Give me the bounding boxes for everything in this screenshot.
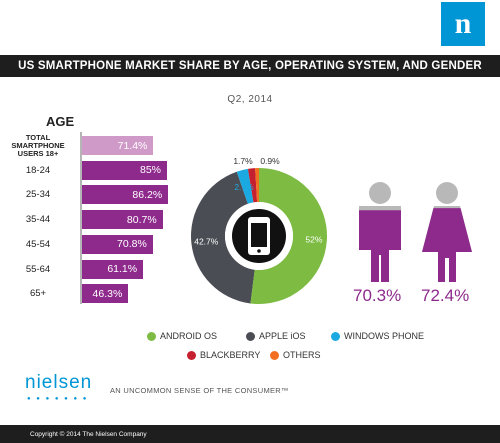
footer-copyright: Copyright © 2014 The Nielsen Company bbox=[0, 425, 500, 443]
age-bar: 71.4% bbox=[82, 136, 154, 155]
age-category-label: 55-64 bbox=[25, 263, 51, 275]
smartphone-icon bbox=[232, 209, 286, 263]
donut-slice-windows-phone bbox=[236, 168, 254, 204]
age-bar: 70.8% bbox=[82, 234, 153, 254]
legend-label: BLACKBERRY bbox=[200, 350, 261, 360]
donut-value-label: 0.9% bbox=[260, 156, 280, 166]
legend-item-others: OTHERS bbox=[270, 350, 321, 360]
male-percent-label: 70.3% bbox=[353, 286, 402, 305]
age-category-label: 35-44 bbox=[25, 214, 51, 226]
age-bar: 86.2% bbox=[82, 185, 169, 205]
legend-item-android: ANDROID OS bbox=[147, 331, 217, 341]
donut-slice-blackberry bbox=[247, 168, 258, 203]
age-bar-value: 86.2% bbox=[132, 188, 163, 201]
female-figure-icon bbox=[422, 182, 472, 282]
male-figure-icon bbox=[359, 182, 401, 282]
age-bar-value: 46.3% bbox=[92, 287, 123, 300]
android-swatch-icon bbox=[147, 331, 156, 341]
donut-slice-others bbox=[255, 168, 259, 203]
age-bar-value: 70.8% bbox=[117, 238, 147, 251]
age-bar: 80.7% bbox=[82, 210, 163, 230]
female-percent-label: 72.4% bbox=[421, 286, 470, 305]
age-bar-value: 80.7% bbox=[126, 213, 157, 226]
donut-slice-apple-ios bbox=[190, 171, 255, 304]
legend-label: APPLE iOS bbox=[259, 331, 306, 341]
blackberry-swatch-icon bbox=[187, 350, 196, 360]
age-category-label: 25-34 bbox=[25, 189, 51, 201]
legend-item-windows: WINDOWS PHONE bbox=[331, 331, 424, 341]
age-category-label: 45-54 bbox=[25, 238, 51, 250]
chart-title: US SMARTPHONE MARKET SHARE BY AGE, OPERA… bbox=[0, 55, 500, 77]
nielsen-logo-icon: n bbox=[441, 2, 485, 46]
donut-value-label: 1.7% bbox=[233, 156, 253, 166]
age-category-label: 18-24 bbox=[25, 164, 51, 176]
age-bar: 85% bbox=[82, 160, 167, 180]
chart-subtitle: Q2, 2014 bbox=[227, 94, 273, 105]
brand-tagline: AN UNCOMMON SENSE OF THE CONSUMER™ bbox=[110, 386, 289, 395]
age-bar: 61.1% bbox=[82, 259, 144, 279]
apple-swatch-icon bbox=[246, 331, 255, 341]
age-bar: 46.3% bbox=[82, 284, 129, 304]
windows-swatch-icon bbox=[331, 331, 340, 341]
age-bar-value: 85% bbox=[139, 164, 161, 177]
age-axis-line bbox=[80, 132, 82, 304]
nielsen-wordmark: nielsen bbox=[25, 372, 93, 393]
legend-label: ANDROID OS bbox=[160, 331, 218, 341]
age-bar-value: 61.1% bbox=[107, 263, 138, 275]
legend-item-blackberry: BLACKBERRY bbox=[187, 350, 260, 360]
donut-slice-android-os bbox=[250, 168, 327, 304]
age-category-label: 65+ bbox=[29, 288, 47, 300]
donut-value-label: 2.7% bbox=[234, 182, 254, 192]
donut-value-label: 42.7% bbox=[194, 236, 219, 246]
legend-label: OTHERS bbox=[283, 350, 321, 360]
nielsen-dots: ● ● ● ● ● ● ● bbox=[27, 396, 89, 402]
others-swatch-icon bbox=[270, 350, 279, 360]
legend-label: WINDOWS PHONE bbox=[344, 331, 424, 341]
age-category-label: TOTAL SMARTPHONE USERS 18+ bbox=[11, 133, 65, 158]
age-bar-value: 71.4% bbox=[117, 139, 148, 152]
legend-item-apple: APPLE iOS bbox=[246, 331, 306, 341]
age-heading: AGE bbox=[46, 114, 75, 129]
donut-value-label: 52% bbox=[305, 234, 322, 244]
